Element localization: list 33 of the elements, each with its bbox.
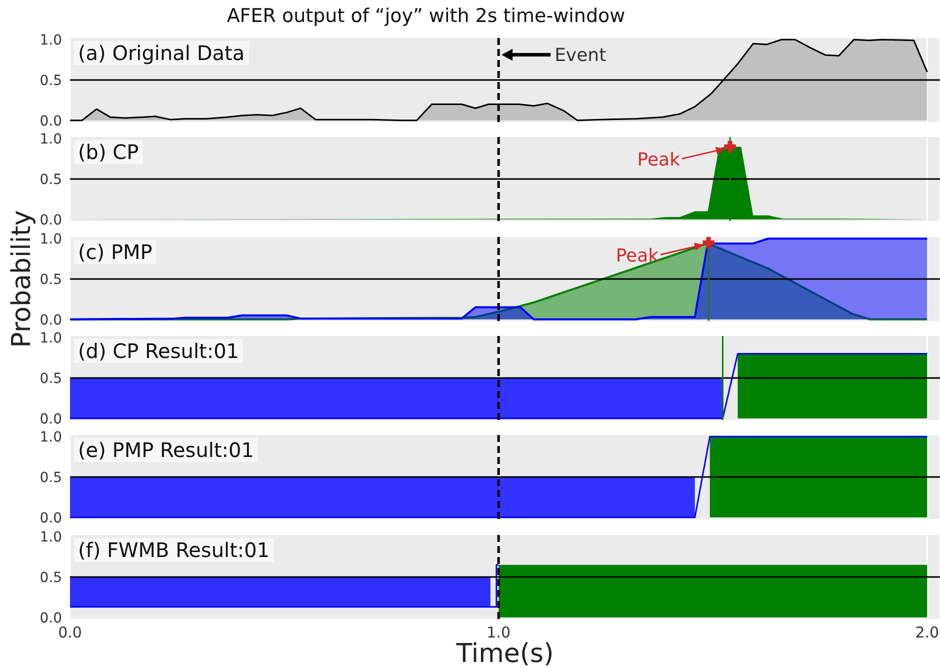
- x-tick-label: 0.0: [58, 624, 82, 642]
- chart-subtitle: (c) PMP: [74, 240, 156, 264]
- y-tick-label: 0.5: [40, 470, 62, 486]
- chart-title: AFER output of “joy” with 2s time-window: [226, 5, 626, 27]
- y-tick-label: 0.5: [40, 172, 62, 188]
- chart-subtitle: (f) FWMB Result:01: [74, 538, 274, 562]
- x-tick-label: 2.0: [915, 624, 940, 642]
- y-tick-label: 0.5: [40, 570, 62, 586]
- y-tick-label: 1.0: [40, 430, 62, 446]
- y-tick-label: 0.0: [40, 610, 62, 626]
- y-tick-label: 0.0: [40, 113, 62, 130]
- chart-subtitle: (d) CP Result:01: [74, 339, 244, 363]
- y-tick-label: 0.5: [40, 272, 62, 288]
- y-tick-label: 1.0: [40, 530, 62, 546]
- y-axis-title: Probability: [7, 210, 37, 348]
- y-tick-label: 1.0: [40, 32, 62, 49]
- y-tick-label: 1.0: [40, 330, 62, 347]
- y-tick-label: 1.0: [40, 132, 62, 148]
- y-tick-label: 0.0: [40, 510, 62, 526]
- chart-subtitle: (a) Original Data: [74, 41, 249, 65]
- y-tick-label: 0.0: [40, 212, 62, 228]
- x-axis-title: Time(s): [456, 639, 554, 667]
- annotation: Peak: [637, 150, 681, 171]
- x-tick-label: 1.0: [486, 624, 510, 642]
- chart-subtitle: (e) PMP Result:01: [74, 438, 258, 462]
- y-tick-label: 1.0: [40, 232, 62, 248]
- annotation: Peak: [616, 246, 660, 267]
- annotation: Event: [554, 44, 606, 66]
- y-tick-label: 0.5: [40, 370, 62, 387]
- y-tick-label: 0.0: [40, 312, 62, 328]
- chart-subtitle: (b) CP: [74, 140, 143, 164]
- y-tick-label: 0.0: [40, 411, 62, 428]
- y-tick-label: 0.5: [40, 72, 62, 89]
